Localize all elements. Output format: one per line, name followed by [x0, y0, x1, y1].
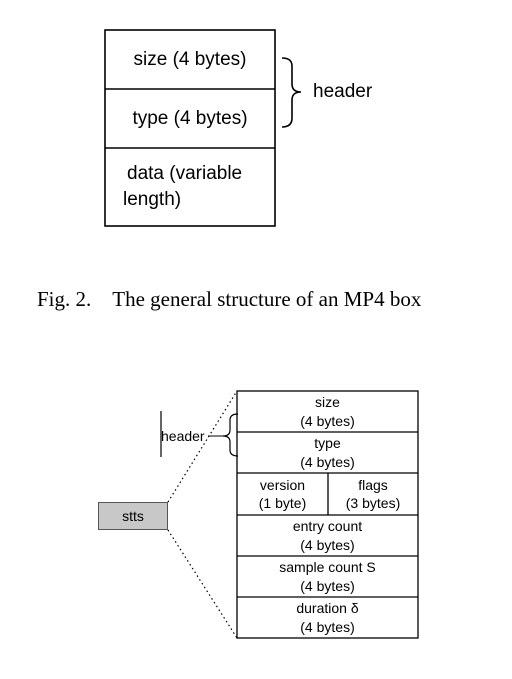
stts-field-type-bytes: (4 bytes)	[300, 453, 355, 470]
stts-field-flags-name: flags	[358, 476, 388, 493]
box-field-size-label: size (4 bytes)	[133, 48, 247, 70]
header-brace-icon	[281, 57, 302, 128]
box-field-type-label: type (4 bytes)	[132, 107, 248, 129]
expand-line-bottom	[167, 529, 238, 639]
stts-field-version-name: version	[259, 476, 306, 493]
stts-box: stts	[98, 502, 168, 530]
stts-field-entry-count-name: entry count	[292, 518, 363, 535]
stts-field-size: size (4 bytes)	[237, 391, 418, 432]
header-brace-label: header	[313, 81, 373, 102]
box-field-data-label-line1: data (variable	[127, 163, 243, 185]
stts-field-sample-count: sample count S (4 bytes)	[237, 556, 418, 597]
stts-field-entry-count-bytes: (4 bytes)	[300, 536, 355, 553]
header-label: header	[161, 428, 205, 444]
stts-label: stts	[122, 507, 144, 524]
stts-field-duration-name: duration δ	[296, 600, 359, 617]
mp4-box-outline	[104, 29, 276, 227]
stts-field-entry-count: entry count (4 bytes)	[237, 515, 418, 556]
stts-field-flags: flags (3 bytes)	[328, 473, 418, 515]
stts-field-version: version (1 byte)	[237, 473, 328, 515]
stts-field-size-name: size	[315, 394, 340, 411]
box-field-type: type (4 bytes)	[105, 89, 275, 148]
stts-field-duration-bytes: (4 bytes)	[300, 618, 355, 635]
figure-caption: Fig. 2. The general structure of an MP4 …	[37, 287, 422, 311]
stts-field-type: type (4 bytes)	[237, 432, 418, 473]
stts-field-flags-bytes: (3 bytes)	[345, 495, 401, 511]
stts-field-size-bytes: (4 bytes)	[300, 412, 355, 429]
header-small-brace-icon	[222, 413, 239, 457]
box-field-size: size (4 bytes)	[105, 30, 275, 89]
box-field-data: data (variable length)	[105, 148, 275, 226]
stts-field-duration: duration δ (4 bytes)	[237, 597, 418, 638]
stts-field-type-name: type	[314, 435, 341, 452]
expand-line-top	[167, 390, 238, 503]
stts-field-sample-count-name: sample count S	[279, 559, 376, 576]
stts-field-sample-count-bytes: (4 bytes)	[300, 577, 355, 594]
box-field-data-label-line2: length)	[123, 189, 182, 210]
stts-field-version-bytes: (1 byte)	[258, 495, 307, 511]
